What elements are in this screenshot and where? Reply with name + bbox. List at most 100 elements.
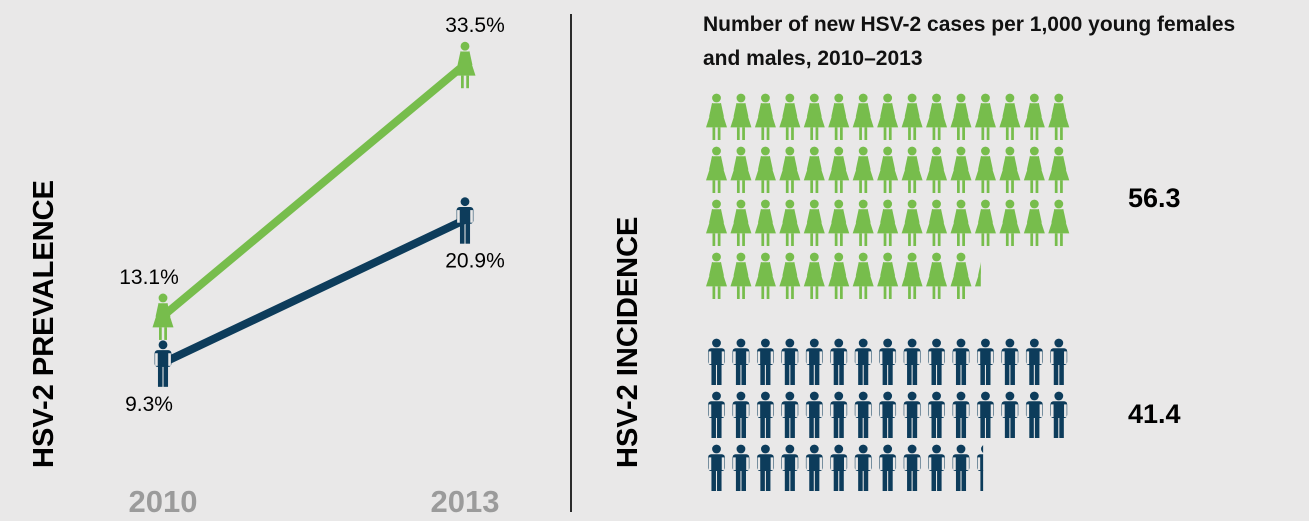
female-person-icon <box>926 199 948 246</box>
female-incidence-value: 56.3 <box>1128 183 1181 213</box>
female-person-icon <box>950 146 972 193</box>
male-person-icon <box>903 444 921 491</box>
male-person-icon <box>708 338 725 385</box>
female-person-icon <box>950 93 972 140</box>
male-person-icon <box>928 391 945 438</box>
female-person-icon <box>1048 146 1070 193</box>
female-person-icon <box>901 199 923 246</box>
female-person-icon <box>901 252 923 299</box>
female-person-icon <box>828 93 850 140</box>
male-person-icon <box>781 391 799 438</box>
female-person-icon <box>999 146 1021 193</box>
female-person-icon <box>852 252 874 299</box>
female-person-icon <box>974 199 996 246</box>
female-person-icon <box>1048 199 1070 246</box>
female-person-icon <box>999 93 1021 140</box>
female-person-icon <box>730 252 752 299</box>
male-person-icon <box>879 338 897 385</box>
year-tick-label: 2010 <box>129 484 198 519</box>
male-person-icon <box>708 444 725 491</box>
male-person-icon <box>854 444 872 491</box>
male-person-icon <box>830 338 848 385</box>
male-person-icon <box>1001 391 1019 438</box>
male-data-point-icon <box>154 340 172 387</box>
female-person-icon <box>901 146 923 193</box>
female-person-icon <box>754 93 776 140</box>
male-person-icon <box>830 391 848 438</box>
female-person-icon <box>803 146 825 193</box>
female-value-label: 33.5% <box>445 14 505 37</box>
male-person-icon <box>805 444 823 491</box>
female-person-icon <box>803 93 825 140</box>
female-person-icon <box>706 146 727 193</box>
male-person-icon <box>805 338 823 385</box>
female-person-icon <box>999 199 1021 246</box>
female-person-icon <box>852 93 874 140</box>
male-person-icon <box>1001 338 1019 385</box>
female-person-icon <box>730 93 752 140</box>
male-series-line <box>159 215 469 367</box>
prevalence-line-chart: 2010 2013 13.1% 33.5% 9.3% 20.9% <box>119 14 505 519</box>
male-incidence-value: 41.4 <box>1128 399 1181 429</box>
female-person-icon <box>974 146 996 193</box>
female-person-icon <box>779 146 801 193</box>
female-person-icon <box>926 252 948 299</box>
male-person-icon <box>977 338 994 385</box>
female-person-icon <box>706 252 727 299</box>
female-person-icon <box>779 199 801 246</box>
male-data-point-icon <box>456 197 474 244</box>
female-person-icon <box>754 146 776 193</box>
female-person-icon <box>754 252 776 299</box>
female-person-icon <box>877 146 899 193</box>
female-person-icon <box>803 199 825 246</box>
female-person-icon <box>974 262 981 287</box>
male-person-icon <box>708 391 725 438</box>
male-value-label: 9.3% <box>125 393 173 416</box>
female-person-icon <box>1023 199 1045 246</box>
female-person-icon <box>706 199 727 246</box>
female-person-icon <box>950 252 972 299</box>
female-series-line <box>159 60 469 321</box>
female-person-icon <box>1023 93 1045 140</box>
female-person-icon <box>706 93 727 140</box>
female-person-icon <box>779 252 801 299</box>
male-person-icon <box>879 444 897 491</box>
male-person-icon <box>781 444 799 491</box>
female-person-icon <box>828 252 850 299</box>
male-person-icon <box>805 391 823 438</box>
male-person-icon <box>732 338 750 385</box>
female-person-icon <box>828 199 850 246</box>
female-person-icon <box>901 93 923 140</box>
female-person-icon <box>877 199 899 246</box>
female-data-point-icon <box>454 41 476 89</box>
male-person-icon <box>1050 391 1068 438</box>
female-person-icon <box>926 146 948 193</box>
female-person-icon <box>1048 93 1070 140</box>
male-person-icon <box>928 444 945 491</box>
female-person-icon <box>974 93 996 140</box>
female-person-icon <box>926 93 948 140</box>
male-person-icon <box>1025 391 1043 438</box>
male-person-icon <box>977 445 984 491</box>
male-person-icon <box>928 338 945 385</box>
male-person-icon <box>854 338 872 385</box>
male-person-icon <box>879 391 897 438</box>
male-person-icon <box>732 391 750 438</box>
male-person-icon <box>757 338 774 385</box>
female-value-label: 13.1% <box>119 266 179 289</box>
female-person-icon <box>828 146 850 193</box>
female-person-icon <box>730 146 752 193</box>
female-person-icon <box>877 93 899 140</box>
female-person-icon <box>877 252 899 299</box>
female-person-icon <box>803 252 825 299</box>
male-person-icon <box>952 338 970 385</box>
male-person-icon <box>1050 338 1068 385</box>
male-person-icon <box>903 338 921 385</box>
female-person-icon <box>1023 146 1045 193</box>
female-person-icon <box>779 93 801 140</box>
panel-divider <box>570 14 572 512</box>
female-data-point-icon <box>152 293 174 340</box>
male-person-icon <box>757 391 774 438</box>
